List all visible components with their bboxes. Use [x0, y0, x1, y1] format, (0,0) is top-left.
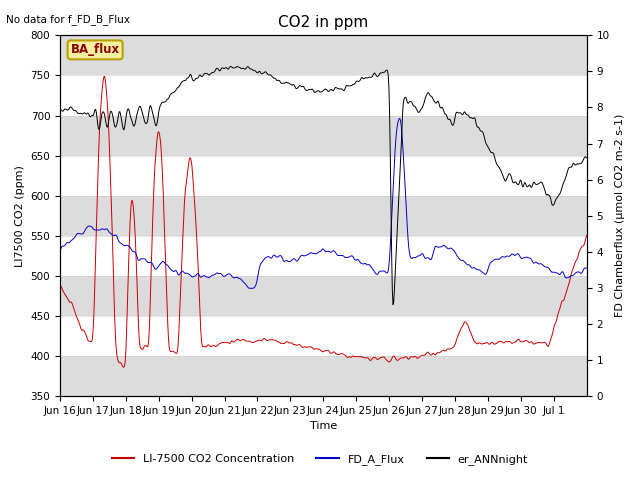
Bar [60, 196, 587, 236]
Text: BA_flux: BA_flux [70, 43, 120, 56]
Title: CO2 in ppm: CO2 in ppm [278, 15, 369, 30]
Text: No data for f_FD_B_Flux: No data for f_FD_B_Flux [6, 14, 131, 25]
X-axis label: Time: Time [310, 421, 337, 432]
Y-axis label: FD Chamberflux (μmol CO2 m-2 s-1): FD Chamberflux (μmol CO2 m-2 s-1) [615, 114, 625, 317]
Bar [60, 116, 587, 156]
Bar [60, 276, 587, 316]
Legend: LI-7500 CO2 Concentration, FD_A_Flux, er_ANNnight: LI-7500 CO2 Concentration, FD_A_Flux, er… [108, 450, 532, 469]
Bar [60, 356, 587, 396]
Bar [60, 36, 587, 75]
Y-axis label: LI7500 CO2 (ppm): LI7500 CO2 (ppm) [15, 165, 25, 267]
